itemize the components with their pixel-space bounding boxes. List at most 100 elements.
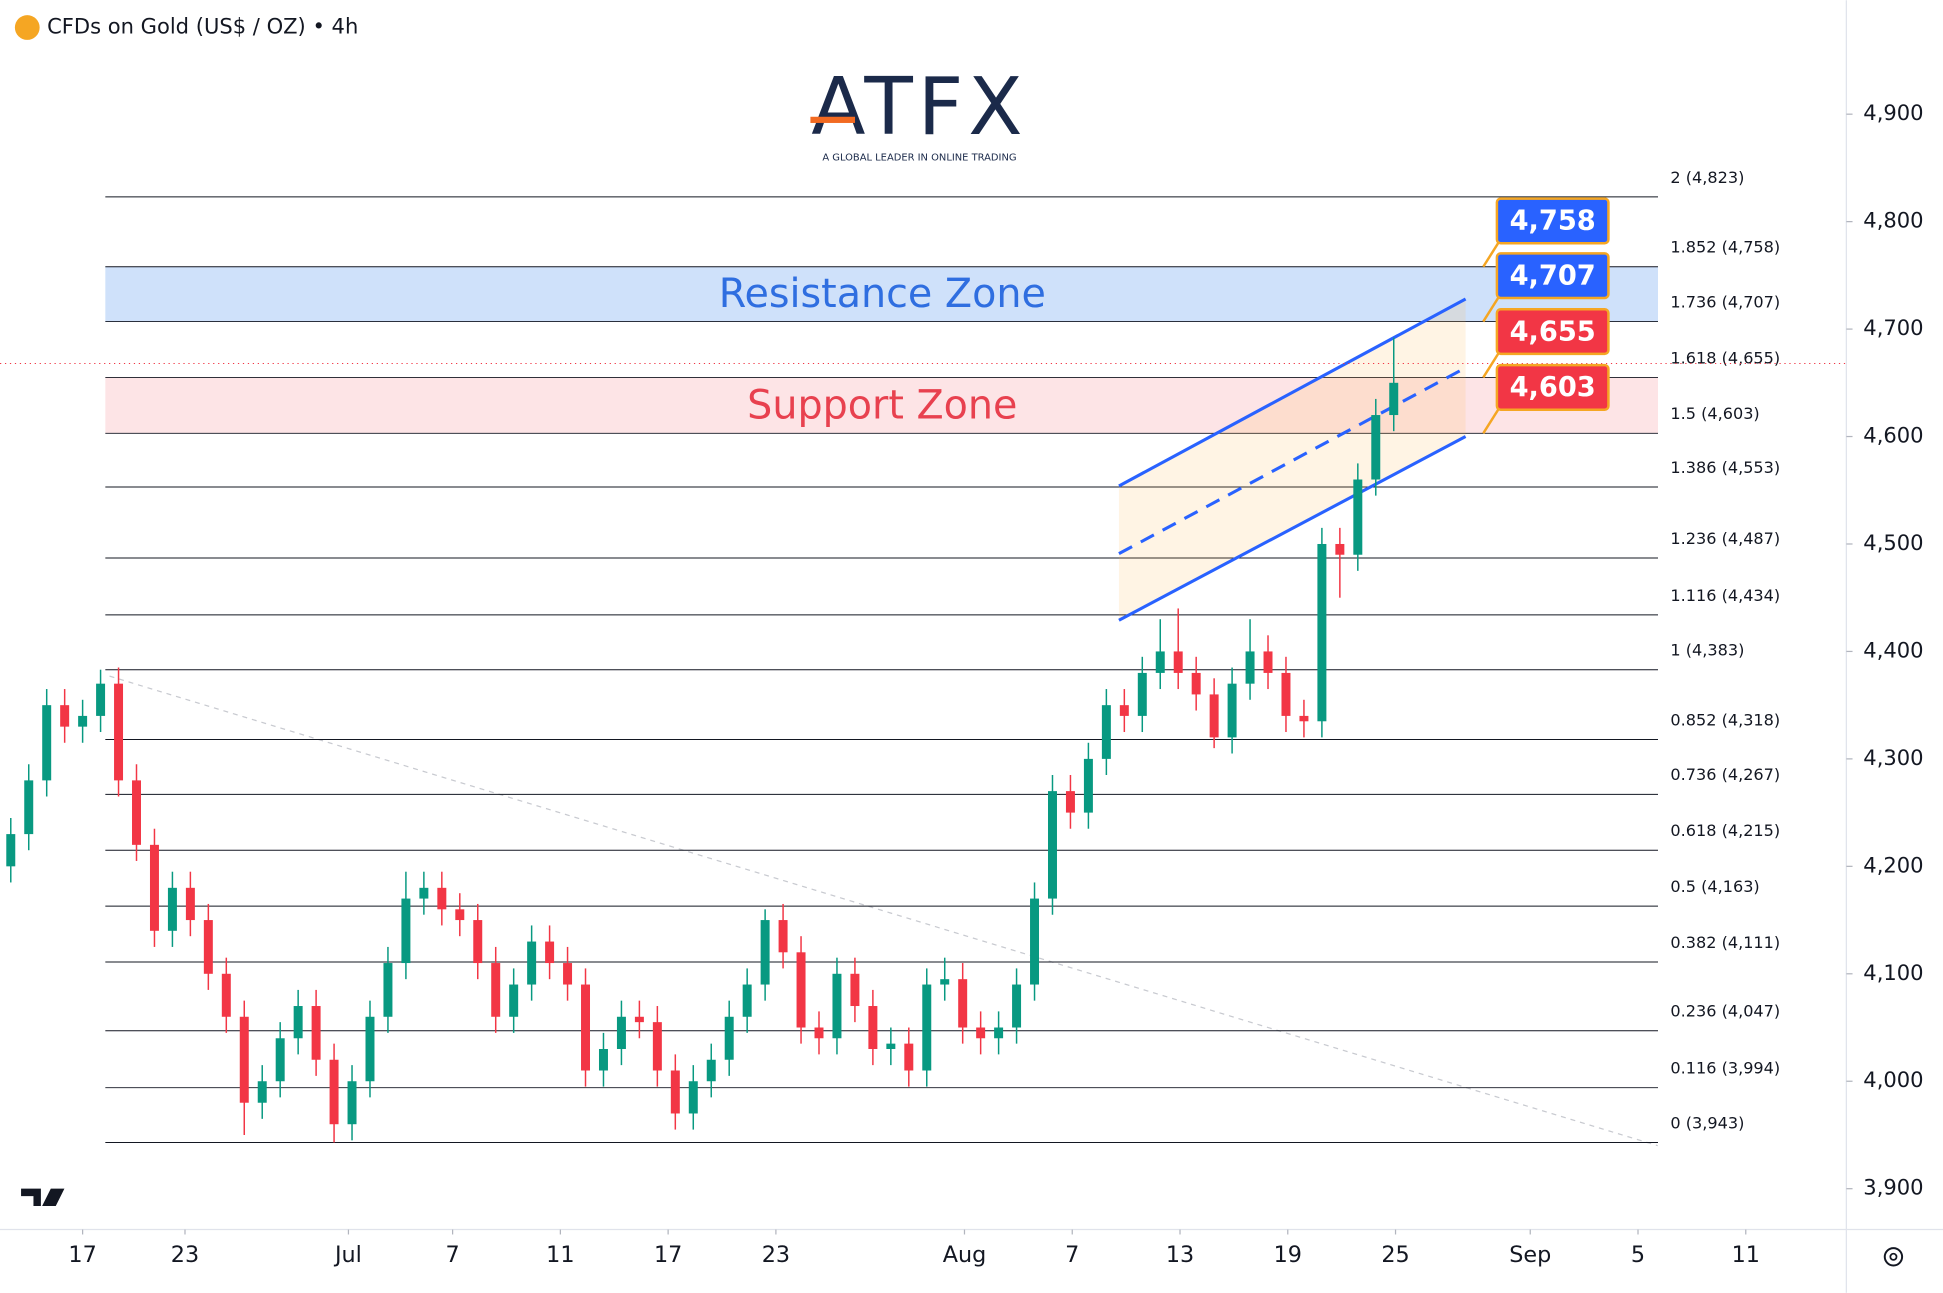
candle-body xyxy=(1353,479,1363,555)
candle-body xyxy=(904,1043,914,1071)
candle-body xyxy=(563,963,573,985)
candle-body xyxy=(275,1038,285,1082)
badge xyxy=(1495,197,1610,245)
candle-body xyxy=(1389,382,1399,416)
candle-body xyxy=(1101,705,1111,759)
x-tick-label: 11 xyxy=(1732,1242,1760,1268)
y-tick-label: 4,200 xyxy=(1863,852,1923,877)
candle-body xyxy=(78,715,88,727)
badge xyxy=(1495,252,1610,300)
candle-body xyxy=(922,984,932,1071)
fib-label: 0 (3,943) xyxy=(1670,1113,1744,1132)
x-tick-label: Sep xyxy=(1509,1242,1551,1268)
x-tick-label: 25 xyxy=(1381,1242,1409,1268)
candle-body xyxy=(1371,415,1381,480)
candle-body xyxy=(1299,715,1309,722)
candle-body xyxy=(886,1043,896,1050)
candle-body xyxy=(60,705,70,727)
y-tick-label: 4,000 xyxy=(1863,1067,1923,1092)
fib-label: 1.852 (4,758) xyxy=(1670,238,1780,257)
fib-label: 1.116 (4,434) xyxy=(1670,586,1780,605)
candle-body xyxy=(670,1070,680,1114)
fib-label: 0.116 (3,994) xyxy=(1670,1059,1780,1078)
candle-body xyxy=(42,705,52,781)
settings-icon[interactable] xyxy=(1883,1247,1904,1267)
chart-title: CFDs on Gold (US$ / OZ) • 4h xyxy=(47,14,358,39)
candle-body xyxy=(527,941,537,985)
candle-body xyxy=(311,1006,321,1060)
fib-label: 0.618 (4,215) xyxy=(1670,821,1780,840)
candle-body xyxy=(1335,543,1345,555)
y-tick-label: 4,600 xyxy=(1863,423,1923,448)
x-tick-label: Jul xyxy=(333,1242,362,1268)
candle-body xyxy=(24,780,34,835)
candle-body xyxy=(1209,694,1219,738)
candle-body xyxy=(724,1016,734,1060)
candle-body xyxy=(832,973,842,1039)
candle-body xyxy=(796,952,806,1028)
fib-label: 1.618 (4,655) xyxy=(1670,348,1780,367)
candle-body xyxy=(598,1049,608,1071)
fib-label: 1 (4,383) xyxy=(1670,641,1744,660)
candle-body xyxy=(437,887,447,910)
candle-body xyxy=(473,920,483,964)
candle-body xyxy=(1317,543,1327,722)
fib-label: 1.236 (4,487) xyxy=(1670,529,1780,548)
candle-body xyxy=(1030,898,1040,985)
fib-label: 0.382 (4,111) xyxy=(1670,933,1780,952)
fib-label: 0.5 (4,163) xyxy=(1670,877,1759,896)
candle-body xyxy=(778,920,788,953)
settings-gear[interactable] xyxy=(1883,1247,1904,1267)
candle-body xyxy=(850,973,860,1007)
x-tick-label: 11 xyxy=(546,1242,574,1268)
x-tick-label: 17 xyxy=(68,1242,96,1268)
y-tick-label: 3,900 xyxy=(1863,1175,1923,1200)
candle-body xyxy=(185,887,195,921)
x-tick-label: 13 xyxy=(1166,1242,1194,1268)
candle-body xyxy=(688,1081,698,1114)
candle-body xyxy=(132,780,141,845)
candle-body xyxy=(221,973,231,1017)
candle-body xyxy=(634,1016,644,1023)
fib-label: 1.736 (4,707) xyxy=(1670,292,1780,311)
badge-label: 4,758 xyxy=(1510,206,1596,237)
candle-body xyxy=(1155,651,1165,673)
candle-body xyxy=(545,941,555,964)
candle-body xyxy=(706,1059,716,1082)
zone xyxy=(105,266,1658,322)
trendline xyxy=(109,675,1658,1147)
x-tick-label: 23 xyxy=(762,1242,790,1268)
candle-body xyxy=(940,979,950,985)
candle-body xyxy=(347,1081,357,1125)
y-tick-label: 4,400 xyxy=(1863,637,1923,662)
candle-body xyxy=(1227,683,1237,738)
logo-accent xyxy=(810,116,856,123)
candle-body xyxy=(491,963,501,1017)
candle-body xyxy=(419,887,429,899)
zone-label: Resistance Zone xyxy=(719,271,1046,317)
fib-label: 1.386 (4,553) xyxy=(1670,458,1780,477)
candle-body xyxy=(958,979,968,1028)
candle-body xyxy=(329,1059,339,1125)
channel-middle xyxy=(1118,366,1467,556)
channel-upper xyxy=(1118,297,1467,488)
fib-label: 0.236 (4,047) xyxy=(1670,1002,1780,1021)
fib-label: 1.5 (4,603) xyxy=(1670,404,1759,423)
candle-body xyxy=(509,984,519,1017)
candle-body xyxy=(167,887,177,931)
zone-label: Support Zone xyxy=(747,382,1017,428)
y-tick-label: 4,100 xyxy=(1863,960,1923,985)
candle-body xyxy=(868,1006,878,1050)
candle-body xyxy=(1012,984,1022,1028)
settings-gear-center[interactable] xyxy=(1889,1252,1898,1261)
candle-body xyxy=(114,683,124,781)
symbol-icon xyxy=(14,15,40,40)
candle-body xyxy=(814,1027,824,1039)
candle-body xyxy=(994,1027,1004,1039)
candle-body xyxy=(760,920,770,985)
x-tick-label: 5 xyxy=(1631,1242,1645,1268)
candle-body xyxy=(1281,672,1291,716)
badge-label: 4,707 xyxy=(1510,260,1596,291)
candle-body xyxy=(1065,791,1075,813)
